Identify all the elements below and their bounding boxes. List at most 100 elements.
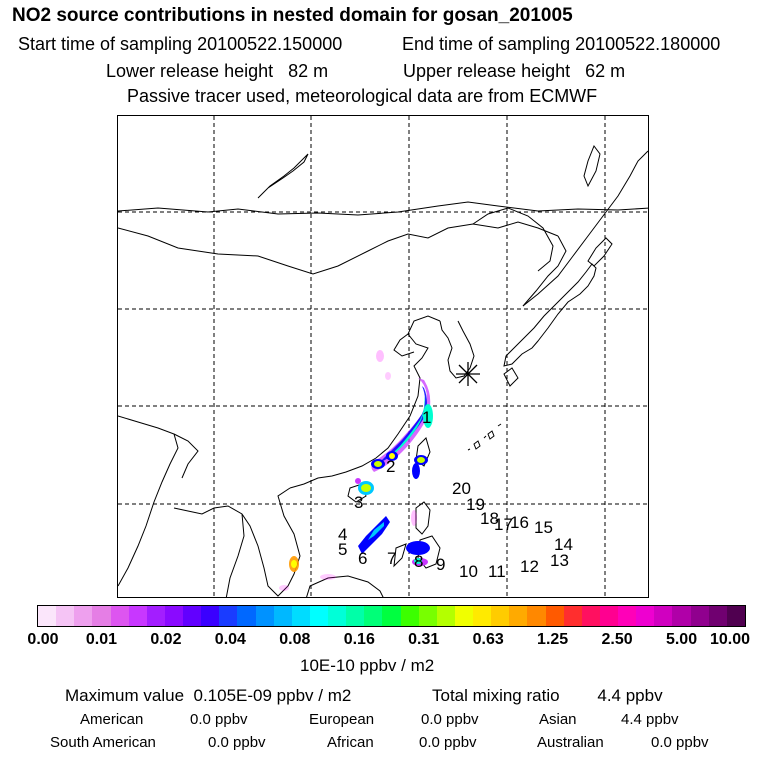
colorbar-cell bbox=[110, 606, 129, 626]
max-value-line: Maximum value 0.105E-09 ppbv / m2 bbox=[65, 686, 351, 706]
grid-lines bbox=[118, 116, 648, 597]
colorbar-tick-label: 0.16 bbox=[343, 631, 375, 648]
colorbar-tick-label: 0.04 bbox=[214, 631, 246, 648]
colorbar-cell bbox=[599, 606, 618, 626]
colorbar-cell bbox=[38, 606, 57, 626]
colorbar-cell bbox=[74, 606, 93, 626]
colorbar-cell bbox=[708, 606, 727, 626]
continent-south-american-label: South American bbox=[50, 734, 156, 751]
source-region-label: 18 bbox=[480, 509, 499, 528]
colorbar-cell bbox=[164, 606, 183, 626]
source-region-label: 4 bbox=[338, 525, 348, 544]
colorbar-tick-label: 0.00 bbox=[27, 631, 59, 648]
colorbar-tick-label: 0.31 bbox=[408, 631, 440, 648]
colorbar-cell bbox=[219, 606, 238, 626]
source-region-label: 11 bbox=[488, 562, 506, 581]
colorbar-cell bbox=[56, 606, 75, 626]
source-region-label: 5 bbox=[338, 540, 348, 559]
colorbar-tick-label: 0.02 bbox=[150, 631, 182, 648]
colorbar-cell bbox=[654, 606, 673, 626]
colorbar-cell bbox=[636, 606, 655, 626]
colorbar-cell bbox=[491, 606, 510, 626]
source-region-label: 19 bbox=[466, 495, 485, 514]
source-region-label: 6 bbox=[358, 549, 368, 568]
colorbar-cell bbox=[527, 606, 546, 626]
start-time: Start time of sampling 20100522.150000 bbox=[18, 34, 343, 54]
continent-european-label: European bbox=[309, 711, 375, 728]
tracer-plume bbox=[279, 350, 433, 591]
colorbar-tick-label: 0.08 bbox=[279, 631, 311, 648]
figure-title: NO2 source contributions in nested domai… bbox=[12, 5, 573, 26]
continent-asian-value: 4.4 ppbv bbox=[621, 711, 679, 728]
continent-african-value: 0.0 ppbv bbox=[419, 734, 477, 751]
colorbar-cell bbox=[201, 606, 220, 626]
colorbar-cell bbox=[273, 606, 292, 626]
source-region-label: 12 bbox=[520, 557, 539, 576]
colorbar-unit: 10E-10 ppbv / m2 bbox=[300, 656, 435, 675]
max-label: Maximum value bbox=[65, 686, 185, 705]
continent-african-label: African bbox=[327, 734, 374, 751]
source-region-label: 15 bbox=[534, 518, 553, 537]
source-region-label: 16 bbox=[510, 513, 529, 532]
colorbar-tick-label: 10.00 bbox=[709, 631, 751, 648]
colorbar-cell bbox=[545, 606, 564, 626]
colorbar-tick-label: 0.63 bbox=[472, 631, 504, 648]
colorbar-cell bbox=[509, 606, 528, 626]
coastlines bbox=[118, 144, 648, 597]
colorbar-cell bbox=[418, 606, 437, 626]
colorbar-cell bbox=[563, 606, 582, 626]
continent-asian-label: Asian bbox=[539, 711, 577, 728]
colorbar-tick-label: 2.50 bbox=[601, 631, 633, 648]
colorbar-cell bbox=[146, 606, 165, 626]
colorbar-cell bbox=[346, 606, 365, 626]
colorbar-tick-label: 5.00 bbox=[665, 631, 698, 648]
colorbar-cell bbox=[690, 606, 709, 626]
source-region-label: 14 bbox=[554, 535, 573, 554]
colorbar-cell bbox=[618, 606, 637, 626]
upper-release-height: Upper release height 62 m bbox=[403, 61, 626, 81]
colorbar-cell bbox=[328, 606, 347, 626]
colorbar bbox=[37, 605, 746, 627]
source-region-label: 3 bbox=[354, 493, 364, 512]
source-region-label: 8 bbox=[414, 552, 424, 571]
lower-release-height: Lower release height 82 m bbox=[106, 61, 329, 81]
colorbar-cell bbox=[183, 606, 202, 626]
colorbar-tick-label: 1.25 bbox=[537, 631, 569, 648]
colorbar-cell bbox=[364, 606, 383, 626]
total-value: 4.4 ppbv bbox=[597, 686, 663, 705]
colorbar-cell bbox=[581, 606, 600, 626]
source-region-label: 9 bbox=[436, 555, 446, 574]
colorbar-tick-label: 0.01 bbox=[85, 631, 118, 648]
total-line: Total mixing ratio 4.4 ppbv bbox=[432, 686, 663, 706]
continent-american-value: 0.0 ppbv bbox=[190, 711, 248, 728]
colorbar-cell bbox=[726, 606, 745, 626]
source-region-label: 13 bbox=[550, 551, 569, 570]
colorbar-cell bbox=[382, 606, 401, 626]
colorbar-cell bbox=[128, 606, 147, 626]
continent-american-label: American bbox=[80, 711, 144, 728]
source-region-label: 10 bbox=[459, 562, 478, 581]
colorbar-cell bbox=[672, 606, 691, 626]
max-value: 0.105E-09 ppbv / m2 bbox=[193, 686, 352, 705]
continent-south-american-value: 0.0 ppbv bbox=[208, 734, 266, 751]
tracer-note: Passive tracer used, meteorological data… bbox=[127, 86, 598, 106]
source-region-label: 7 bbox=[387, 549, 397, 568]
colorbar-cell bbox=[92, 606, 111, 626]
colorbar-cell bbox=[291, 606, 310, 626]
colorbar-cell bbox=[237, 606, 256, 626]
source-region-label: 20 bbox=[452, 479, 471, 498]
colorbar-cell bbox=[473, 606, 492, 626]
colorbar-cell bbox=[436, 606, 455, 626]
source-region-label: 1 bbox=[422, 408, 432, 427]
map-panel: 1 2 3 4 5 6 7 8 9 10 11 12 13 14 15 16 17 18 19 20 bbox=[117, 115, 649, 598]
total-label: Total mixing ratio bbox=[432, 686, 560, 705]
colorbar-cell bbox=[454, 606, 473, 626]
continent-european-value: 0.0 ppbv bbox=[421, 711, 479, 728]
release-site-icon bbox=[456, 362, 480, 386]
colorbar-cell bbox=[309, 606, 328, 626]
end-time: End time of sampling 20100522.180000 bbox=[402, 34, 721, 54]
map-canvas bbox=[118, 116, 648, 597]
colorbar-cell bbox=[400, 606, 419, 626]
continent-australian-label: Australian bbox=[537, 734, 604, 751]
source-region-label: 17 bbox=[494, 515, 513, 534]
